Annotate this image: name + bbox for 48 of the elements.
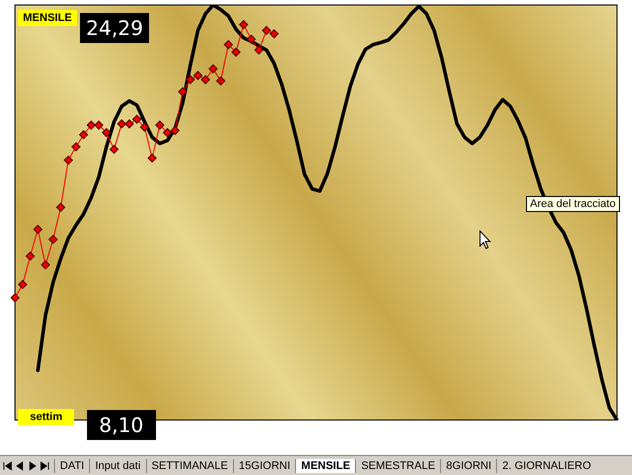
point <box>246 34 256 44</box>
point <box>201 75 210 84</box>
point <box>140 122 150 132</box>
point <box>132 114 142 124</box>
point <box>170 126 180 136</box>
point <box>48 234 58 244</box>
text: 15GIORNI <box>232 459 296 473</box>
annotation: 24,29 <box>80 13 150 43</box>
point <box>71 142 80 152</box>
text: SETTIMANALE <box>146 459 233 473</box>
point <box>231 48 240 57</box>
point <box>208 64 218 74</box>
text: DATI <box>54 459 90 473</box>
point <box>216 76 226 86</box>
point <box>18 280 28 289</box>
point <box>94 120 104 130</box>
point <box>102 128 111 138</box>
point <box>186 75 195 84</box>
point <box>86 120 96 130</box>
point <box>40 260 50 270</box>
annotation: MENSILE <box>18 10 77 26</box>
point <box>10 293 20 302</box>
point <box>64 156 73 165</box>
annotation: 8,10 <box>87 410 156 440</box>
text: MENSILE <box>295 459 356 473</box>
point <box>148 154 157 163</box>
point <box>270 29 279 38</box>
point <box>56 202 66 212</box>
point <box>162 128 172 138</box>
text: 8GIORNI <box>440 459 496 473</box>
point <box>155 120 164 130</box>
point <box>26 252 35 261</box>
point <box>124 119 134 128</box>
point <box>239 20 248 30</box>
text: 2. GIORNALIERO <box>496 459 596 473</box>
annotation: settim <box>18 409 74 425</box>
point <box>79 130 88 140</box>
point <box>224 40 233 50</box>
point <box>262 26 271 35</box>
point <box>110 144 119 154</box>
point <box>254 46 264 55</box>
point <box>117 119 126 128</box>
point <box>33 224 42 234</box>
text: SEMESTRALE <box>355 459 440 473</box>
point <box>178 87 188 96</box>
annotation: Area del tracciato <box>526 196 620 212</box>
point <box>193 70 202 80</box>
text: Input dati <box>89 459 146 473</box>
